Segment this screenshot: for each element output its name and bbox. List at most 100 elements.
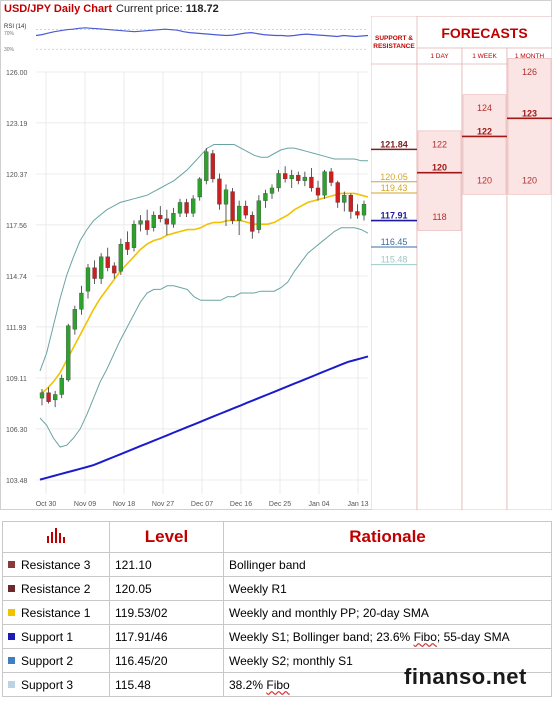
series-upper-bollinger-band	[39, 144, 368, 372]
forecast-range	[462, 94, 507, 195]
candle-body	[217, 178, 222, 205]
candle-body	[98, 256, 104, 279]
brand-watermark: finanso.net	[404, 664, 527, 689]
candle	[164, 209, 170, 236]
x-tick-label: Nov 27	[152, 501, 174, 508]
level-name-cell: Support 3	[2, 672, 110, 697]
sr-level-value: 120.05	[380, 172, 408, 182]
level-rationale: Weekly and monthly PP; 20-day SMA	[223, 600, 552, 625]
level-rationale: Weekly R1	[223, 576, 552, 601]
candle	[230, 187, 235, 225]
level-value: 121.10	[109, 552, 224, 577]
candle-body	[282, 173, 288, 180]
chart-icon-cell	[2, 521, 110, 553]
price-value: 118.72	[185, 3, 219, 15]
x-tick-label: Dec 07	[191, 501, 213, 508]
candle-body	[171, 213, 176, 225]
candle	[138, 215, 143, 232]
table-row: Resistance 2 120.05 Weekly R1	[2, 576, 552, 601]
candle-body	[276, 173, 281, 189]
candle	[256, 195, 262, 234]
candle-body	[85, 267, 91, 292]
sr-header-line-1: SUPPORT &	[375, 35, 413, 42]
level-color-swatch	[8, 584, 15, 592]
candle	[171, 207, 176, 228]
candle	[322, 169, 327, 199]
level-name-cell: Support 2	[2, 648, 110, 673]
candle	[85, 264, 91, 299]
candle	[315, 180, 321, 201]
candle-body	[243, 205, 248, 216]
y-tick-label: 103.48	[6, 478, 28, 485]
candle	[223, 184, 229, 226]
forecast-mid-value: 120	[432, 163, 447, 173]
candle	[52, 390, 58, 408]
candle	[302, 171, 308, 187]
candle	[46, 387, 51, 404]
forecast-col-label: 1 DAY	[430, 53, 449, 60]
candle-body	[204, 151, 209, 181]
level-rationale: 38.2% Fibo	[223, 672, 552, 697]
level-rationale: Weekly S2; monthly S1	[223, 648, 552, 673]
forecast-bottom-value: 118	[432, 212, 446, 222]
y-tick-label: 123.19	[6, 121, 28, 128]
bar-chart-icon	[47, 527, 65, 543]
candle	[342, 191, 347, 212]
candle-body	[348, 195, 354, 212]
candle-body	[361, 204, 367, 216]
current-price: Current price: 118.72	[116, 3, 219, 15]
series-55-day-sma	[39, 355, 369, 481]
candle	[112, 262, 117, 279]
candle-body	[309, 176, 314, 189]
candle-body	[72, 309, 78, 330]
candle-body	[66, 325, 71, 381]
candle	[39, 389, 45, 406]
candle-body	[315, 187, 321, 196]
y-tick-label: 109.11	[6, 376, 27, 383]
level-value: 117.91/46	[109, 624, 224, 649]
levels-table: Level Rationale Resistance 3 121.10 Bollin…	[2, 521, 552, 697]
x-tick-label: Jan 04	[308, 501, 329, 508]
candle-body	[151, 214, 156, 228]
sr-header: SUPPORT & RESISTANCE	[373, 35, 415, 50]
candle	[243, 200, 248, 219]
forecast-col-label: 1 WEEK	[472, 53, 497, 60]
candle	[236, 200, 242, 236]
candle	[158, 206, 163, 223]
sr-level-value: 119.43	[381, 183, 408, 193]
rsi-level-30: 30%	[4, 47, 15, 53]
level-name: Resistance 1	[21, 605, 91, 620]
candle	[210, 149, 216, 183]
chart-title: USD/JPY Daily Chart	[4, 3, 113, 15]
candle	[72, 305, 78, 335]
forecast-bottom-value: 120	[522, 176, 537, 186]
candle	[355, 204, 360, 219]
rsi-line	[35, 27, 369, 38]
candle	[151, 211, 156, 232]
candle-body	[210, 153, 216, 180]
price-chart: 126.00 123.19 120.37 117.56 114.74 111.93 109.…	[6, 70, 369, 508]
level-color-swatch	[8, 632, 15, 640]
candle-body	[138, 220, 143, 225]
candle	[289, 169, 294, 188]
candle-body	[256, 200, 262, 230]
sr-level-value: 115.48	[381, 255, 408, 265]
x-tick-label: Dec 16	[230, 501, 252, 508]
candle	[184, 198, 189, 217]
level-color-swatch	[8, 656, 15, 664]
candle-body	[125, 242, 130, 250]
y-tick-label: 106.30	[6, 427, 28, 434]
level-name-cell: Resistance 1	[2, 600, 110, 625]
level-rationale: Weekly S1; Bollinger band; 23.6% Fibo; 5…	[223, 624, 552, 649]
forecast-range	[507, 58, 552, 195]
forecast-mid-value: 123	[522, 108, 537, 118]
forecast-col-label: 1 MONTH	[515, 53, 545, 60]
candle-body	[322, 171, 327, 196]
candle-body	[46, 392, 51, 402]
level-value: 116.45/20	[109, 648, 224, 673]
candle-body	[118, 243, 124, 272]
sr-level-value: 117.91	[380, 211, 407, 221]
candle-body	[197, 178, 202, 198]
level-name: Support 1	[21, 629, 74, 644]
candle	[269, 184, 275, 199]
